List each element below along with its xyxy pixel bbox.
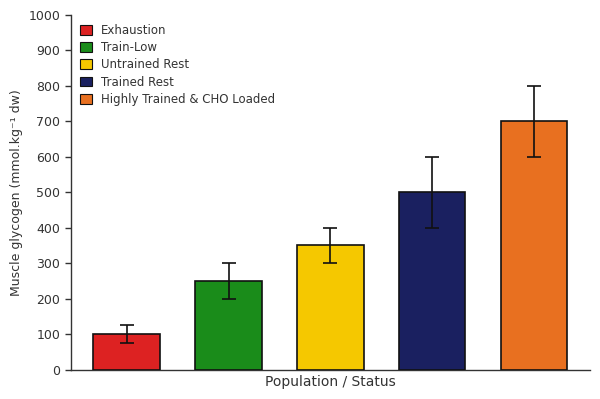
Bar xyxy=(94,334,160,370)
Bar xyxy=(501,121,568,370)
Bar xyxy=(399,192,466,370)
Bar xyxy=(196,281,262,370)
Legend: Exhaustion, Train-Low, Untrained Rest, Trained Rest, Highly Trained & CHO Loaded: Exhaustion, Train-Low, Untrained Rest, T… xyxy=(76,21,279,109)
X-axis label: Population / Status: Population / Status xyxy=(265,375,396,389)
Bar xyxy=(298,245,364,370)
Y-axis label: Muscle glycogen (mmol.kg⁻¹ dw): Muscle glycogen (mmol.kg⁻¹ dw) xyxy=(10,89,23,296)
